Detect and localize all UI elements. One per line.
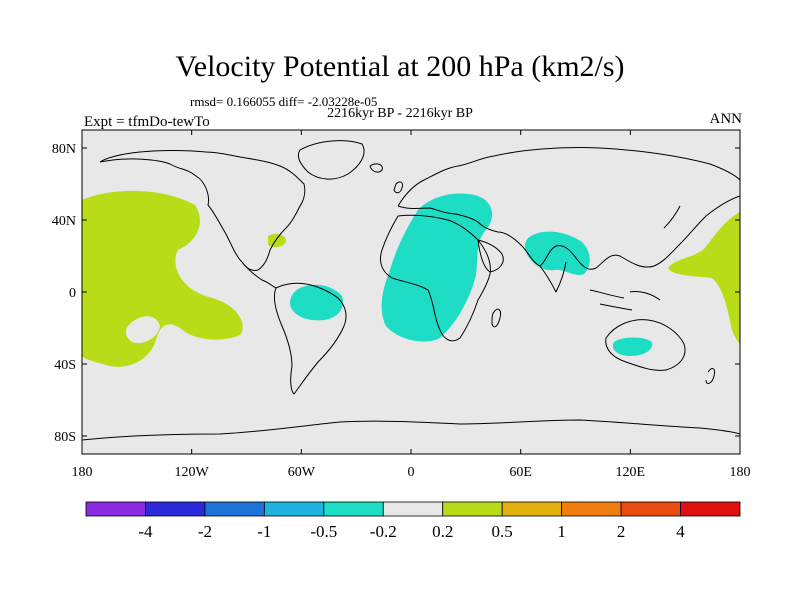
coast-south-america: [273, 282, 347, 395]
coast-iceland: [369, 163, 383, 173]
lat-tick-label: 0: [69, 286, 76, 301]
negative-anomaly-india: [524, 231, 590, 275]
coast-new-zealand: [705, 368, 715, 384]
coast-madagascar: [491, 308, 501, 328]
lat-tick-label: 40N: [52, 214, 76, 229]
coast-eurasia: [397, 146, 740, 270]
experiment-label: Expt = tfmDo-tewTo: [84, 114, 210, 130]
colorbar-label: 2: [617, 522, 626, 541]
period-label: 2216kyr BP - 2216kyr BP: [327, 106, 473, 121]
coast-japan: [663, 205, 681, 229]
colorbar-swatch: [145, 501, 206, 517]
coast-india: [539, 261, 567, 293]
lon-tick-label: 120E: [616, 465, 646, 480]
colorbar-swatch: [680, 501, 741, 517]
coast-central-america: [241, 261, 277, 289]
positive-anomaly-atlantic-small: [268, 233, 286, 248]
lat-tick-label: 40S: [54, 358, 76, 373]
colorbar-label: 0.5: [492, 522, 513, 541]
colorbar-label: 1: [557, 522, 566, 541]
lon-tick-label: 0: [408, 465, 415, 480]
colorbar-label: -0.5: [310, 522, 337, 541]
colorbar-label: 0.2: [432, 522, 453, 541]
coast-arabia: [477, 239, 504, 273]
coast-north-america: [99, 150, 306, 271]
colorbar-label: 4: [676, 522, 685, 541]
coast-greenland: [297, 140, 365, 180]
lon-tick-label: 120W: [175, 465, 210, 480]
colorbar-swatch: [442, 501, 503, 517]
colorbar-label: -0.2: [370, 522, 397, 541]
lon-tick-label: 180: [730, 465, 751, 480]
lon-tick-label: 60E: [509, 465, 532, 480]
colorbar: -4 -2 -1 -0.5 -0.2 0.2 0.5 1 2 4: [85, 501, 741, 541]
map-title: Velocity Potential at 200 hPa (km2/s): [175, 50, 625, 83]
positive-anomaly-pacific: [82, 190, 243, 367]
coastlines: [82, 140, 740, 441]
colorbar-swatch: [561, 501, 622, 517]
longitude-axis: 180 120W 60W 0 60E 120E 180: [72, 130, 751, 480]
lon-tick-label: 60W: [288, 465, 316, 480]
coast-australia: [605, 319, 686, 371]
coast-africa: [379, 214, 491, 342]
rmsd-diff-label: rmsd= 0.166055 diff= -2.03228e-05: [190, 94, 378, 109]
colorbar-swatch: [620, 501, 681, 517]
colorbar-swatch: [501, 501, 563, 517]
negative-anomaly-south-america: [290, 284, 344, 321]
lat-tick-label: 80S: [54, 430, 76, 445]
colorbar-swatch: [263, 501, 325, 517]
colorbar-swatch: [323, 501, 384, 517]
latitude-axis: 80N 40N 0 40S 80S: [52, 142, 740, 445]
coast-indonesia: [589, 289, 661, 311]
coast-british-isles: [393, 181, 403, 194]
colorbar-label: -2: [198, 522, 212, 541]
coast-antarctica: [82, 419, 740, 441]
colorbar-swatch: [204, 501, 265, 517]
lon-tick-label: 180: [72, 465, 93, 480]
negative-anomaly-australia: [612, 337, 653, 356]
positive-anomaly-west-pacific: [668, 212, 740, 344]
colorbar-label: -1: [257, 522, 271, 541]
lat-tick-label: 80N: [52, 142, 76, 157]
season-label: ANN: [709, 111, 743, 127]
colorbar-swatch: [85, 501, 146, 517]
colorbar-label: -4: [138, 522, 153, 541]
positive-anomaly-pacific-bay: [125, 316, 160, 344]
colorbar-swatch: [382, 501, 444, 517]
negative-anomaly-africa-europe: [381, 193, 493, 342]
